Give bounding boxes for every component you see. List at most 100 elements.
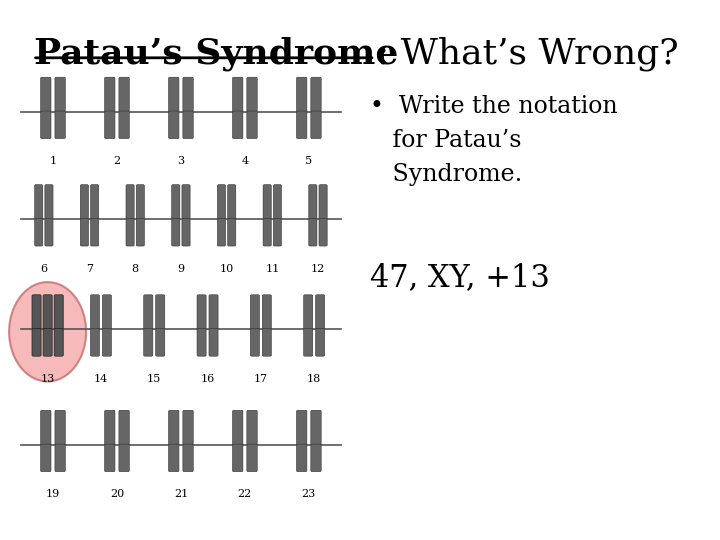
FancyBboxPatch shape [311, 444, 321, 471]
Text: Patau’s Syndrome: Patau’s Syndrome [34, 36, 398, 71]
FancyBboxPatch shape [126, 185, 134, 219]
FancyBboxPatch shape [81, 219, 89, 246]
FancyBboxPatch shape [262, 295, 271, 329]
FancyBboxPatch shape [183, 410, 193, 444]
FancyBboxPatch shape [228, 219, 235, 246]
FancyBboxPatch shape [274, 219, 282, 246]
Text: •  Write the notation
   for Patau’s
   Syndrome.: • Write the notation for Patau’s Syndrom… [370, 96, 618, 186]
Ellipse shape [9, 282, 86, 381]
Text: 7: 7 [86, 264, 93, 274]
FancyBboxPatch shape [91, 219, 99, 246]
FancyBboxPatch shape [32, 329, 41, 356]
FancyBboxPatch shape [168, 444, 179, 471]
FancyBboxPatch shape [297, 77, 307, 112]
FancyBboxPatch shape [311, 77, 321, 112]
FancyBboxPatch shape [136, 185, 145, 219]
FancyBboxPatch shape [217, 219, 225, 246]
FancyBboxPatch shape [43, 295, 52, 329]
FancyBboxPatch shape [55, 111, 66, 139]
Text: 47, XY, +13: 47, XY, +13 [370, 262, 550, 293]
FancyBboxPatch shape [40, 410, 51, 444]
FancyBboxPatch shape [40, 444, 51, 471]
FancyBboxPatch shape [54, 295, 63, 329]
FancyBboxPatch shape [297, 111, 307, 139]
FancyBboxPatch shape [91, 295, 99, 329]
FancyBboxPatch shape [311, 410, 321, 444]
FancyBboxPatch shape [262, 329, 271, 356]
FancyBboxPatch shape [104, 111, 115, 139]
FancyBboxPatch shape [91, 185, 99, 219]
FancyBboxPatch shape [197, 295, 206, 329]
Text: 5: 5 [305, 156, 312, 166]
FancyBboxPatch shape [104, 410, 115, 444]
Text: 12: 12 [311, 264, 325, 274]
FancyBboxPatch shape [119, 77, 130, 112]
FancyBboxPatch shape [35, 219, 42, 246]
FancyBboxPatch shape [309, 185, 317, 219]
FancyBboxPatch shape [43, 329, 52, 356]
FancyBboxPatch shape [319, 219, 327, 246]
FancyBboxPatch shape [304, 295, 312, 329]
FancyBboxPatch shape [119, 111, 130, 139]
FancyBboxPatch shape [251, 295, 259, 329]
FancyBboxPatch shape [197, 329, 206, 356]
Text: 22: 22 [238, 489, 252, 499]
FancyBboxPatch shape [182, 185, 190, 219]
Text: 4: 4 [241, 156, 248, 166]
FancyBboxPatch shape [309, 219, 317, 246]
Text: 2: 2 [113, 156, 120, 166]
FancyBboxPatch shape [315, 329, 325, 356]
FancyBboxPatch shape [233, 444, 243, 471]
Text: 13: 13 [40, 374, 55, 384]
FancyBboxPatch shape [40, 111, 51, 139]
FancyBboxPatch shape [55, 444, 66, 471]
Text: 15: 15 [147, 374, 161, 384]
Text: 20: 20 [110, 489, 124, 499]
FancyBboxPatch shape [144, 295, 153, 329]
FancyBboxPatch shape [217, 185, 225, 219]
FancyBboxPatch shape [247, 111, 257, 139]
FancyBboxPatch shape [54, 329, 63, 356]
FancyBboxPatch shape [168, 77, 179, 112]
Text: 18: 18 [307, 374, 321, 384]
FancyBboxPatch shape [35, 185, 42, 219]
Text: 21: 21 [174, 489, 188, 499]
FancyBboxPatch shape [233, 410, 243, 444]
FancyBboxPatch shape [81, 185, 89, 219]
FancyBboxPatch shape [136, 219, 145, 246]
FancyBboxPatch shape [209, 295, 218, 329]
FancyBboxPatch shape [168, 111, 179, 139]
FancyBboxPatch shape [247, 410, 257, 444]
Text: 1: 1 [50, 156, 56, 166]
FancyBboxPatch shape [156, 295, 165, 329]
FancyBboxPatch shape [119, 444, 130, 471]
FancyBboxPatch shape [102, 295, 112, 329]
FancyBboxPatch shape [156, 329, 165, 356]
FancyBboxPatch shape [119, 410, 130, 444]
FancyBboxPatch shape [91, 329, 99, 356]
FancyBboxPatch shape [55, 77, 66, 112]
Text: 14: 14 [94, 374, 108, 384]
FancyBboxPatch shape [247, 77, 257, 112]
Text: 11: 11 [265, 264, 279, 274]
FancyBboxPatch shape [297, 444, 307, 471]
FancyBboxPatch shape [104, 444, 115, 471]
Text: 19: 19 [46, 489, 60, 499]
FancyBboxPatch shape [304, 329, 312, 356]
Text: 23: 23 [302, 489, 316, 499]
FancyBboxPatch shape [274, 185, 282, 219]
FancyBboxPatch shape [311, 111, 321, 139]
FancyBboxPatch shape [315, 295, 325, 329]
FancyBboxPatch shape [228, 185, 235, 219]
Text: 8: 8 [132, 264, 139, 274]
FancyBboxPatch shape [144, 329, 153, 356]
FancyBboxPatch shape [168, 410, 179, 444]
FancyBboxPatch shape [251, 329, 259, 356]
Text: 10: 10 [220, 264, 234, 274]
Text: 9: 9 [177, 264, 184, 274]
FancyBboxPatch shape [171, 219, 180, 246]
FancyBboxPatch shape [183, 444, 193, 471]
FancyBboxPatch shape [319, 185, 327, 219]
FancyBboxPatch shape [55, 410, 66, 444]
Text: 3: 3 [177, 156, 184, 166]
